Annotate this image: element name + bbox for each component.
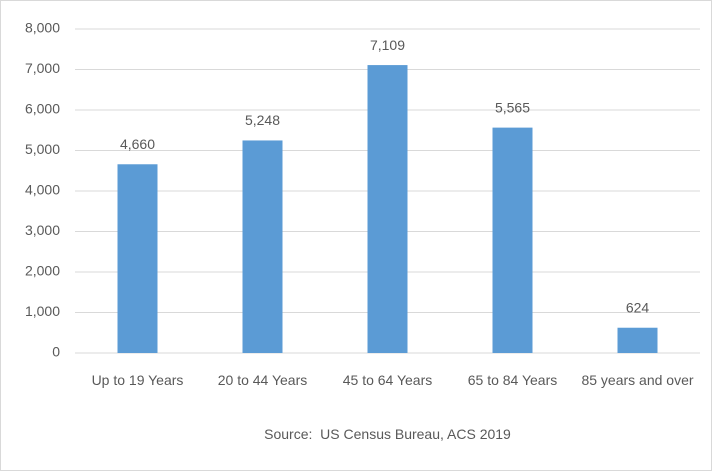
x-tick-label: 65 to 84 Years — [467, 372, 558, 388]
y-tick-label: 0 — [52, 344, 60, 360]
data-label: 5,248 — [245, 112, 280, 128]
x-tick-label: 45 to 64 Years — [342, 372, 433, 388]
y-tick-label: 1,000 — [25, 303, 60, 319]
x-tick-label: Up to 19 Years — [91, 372, 184, 388]
data-label: 624 — [626, 299, 650, 315]
bar — [367, 65, 408, 353]
y-tick-label: 4,000 — [25, 182, 60, 198]
y-tick-label: 2,000 — [25, 263, 60, 279]
bar — [492, 127, 533, 354]
data-label: 5,565 — [495, 99, 530, 115]
y-tick-label: 5,000 — [25, 141, 60, 157]
bar — [117, 164, 158, 353]
y-tick-label: 7,000 — [25, 60, 60, 76]
x-tick-label: 85 years and over — [581, 372, 694, 388]
y-tick-label: 6,000 — [25, 101, 60, 117]
bar — [242, 140, 283, 353]
x-axis-label: Source: US Census Bureau, ACS 2019 — [264, 426, 511, 442]
data-label: 7,109 — [370, 37, 405, 53]
x-tick-label: 20 to 44 Years — [217, 372, 308, 388]
bar — [617, 327, 658, 353]
data-label: 4,660 — [120, 136, 155, 152]
y-tick-label: 3,000 — [25, 222, 60, 238]
y-tick-label: 8,000 — [25, 20, 60, 36]
